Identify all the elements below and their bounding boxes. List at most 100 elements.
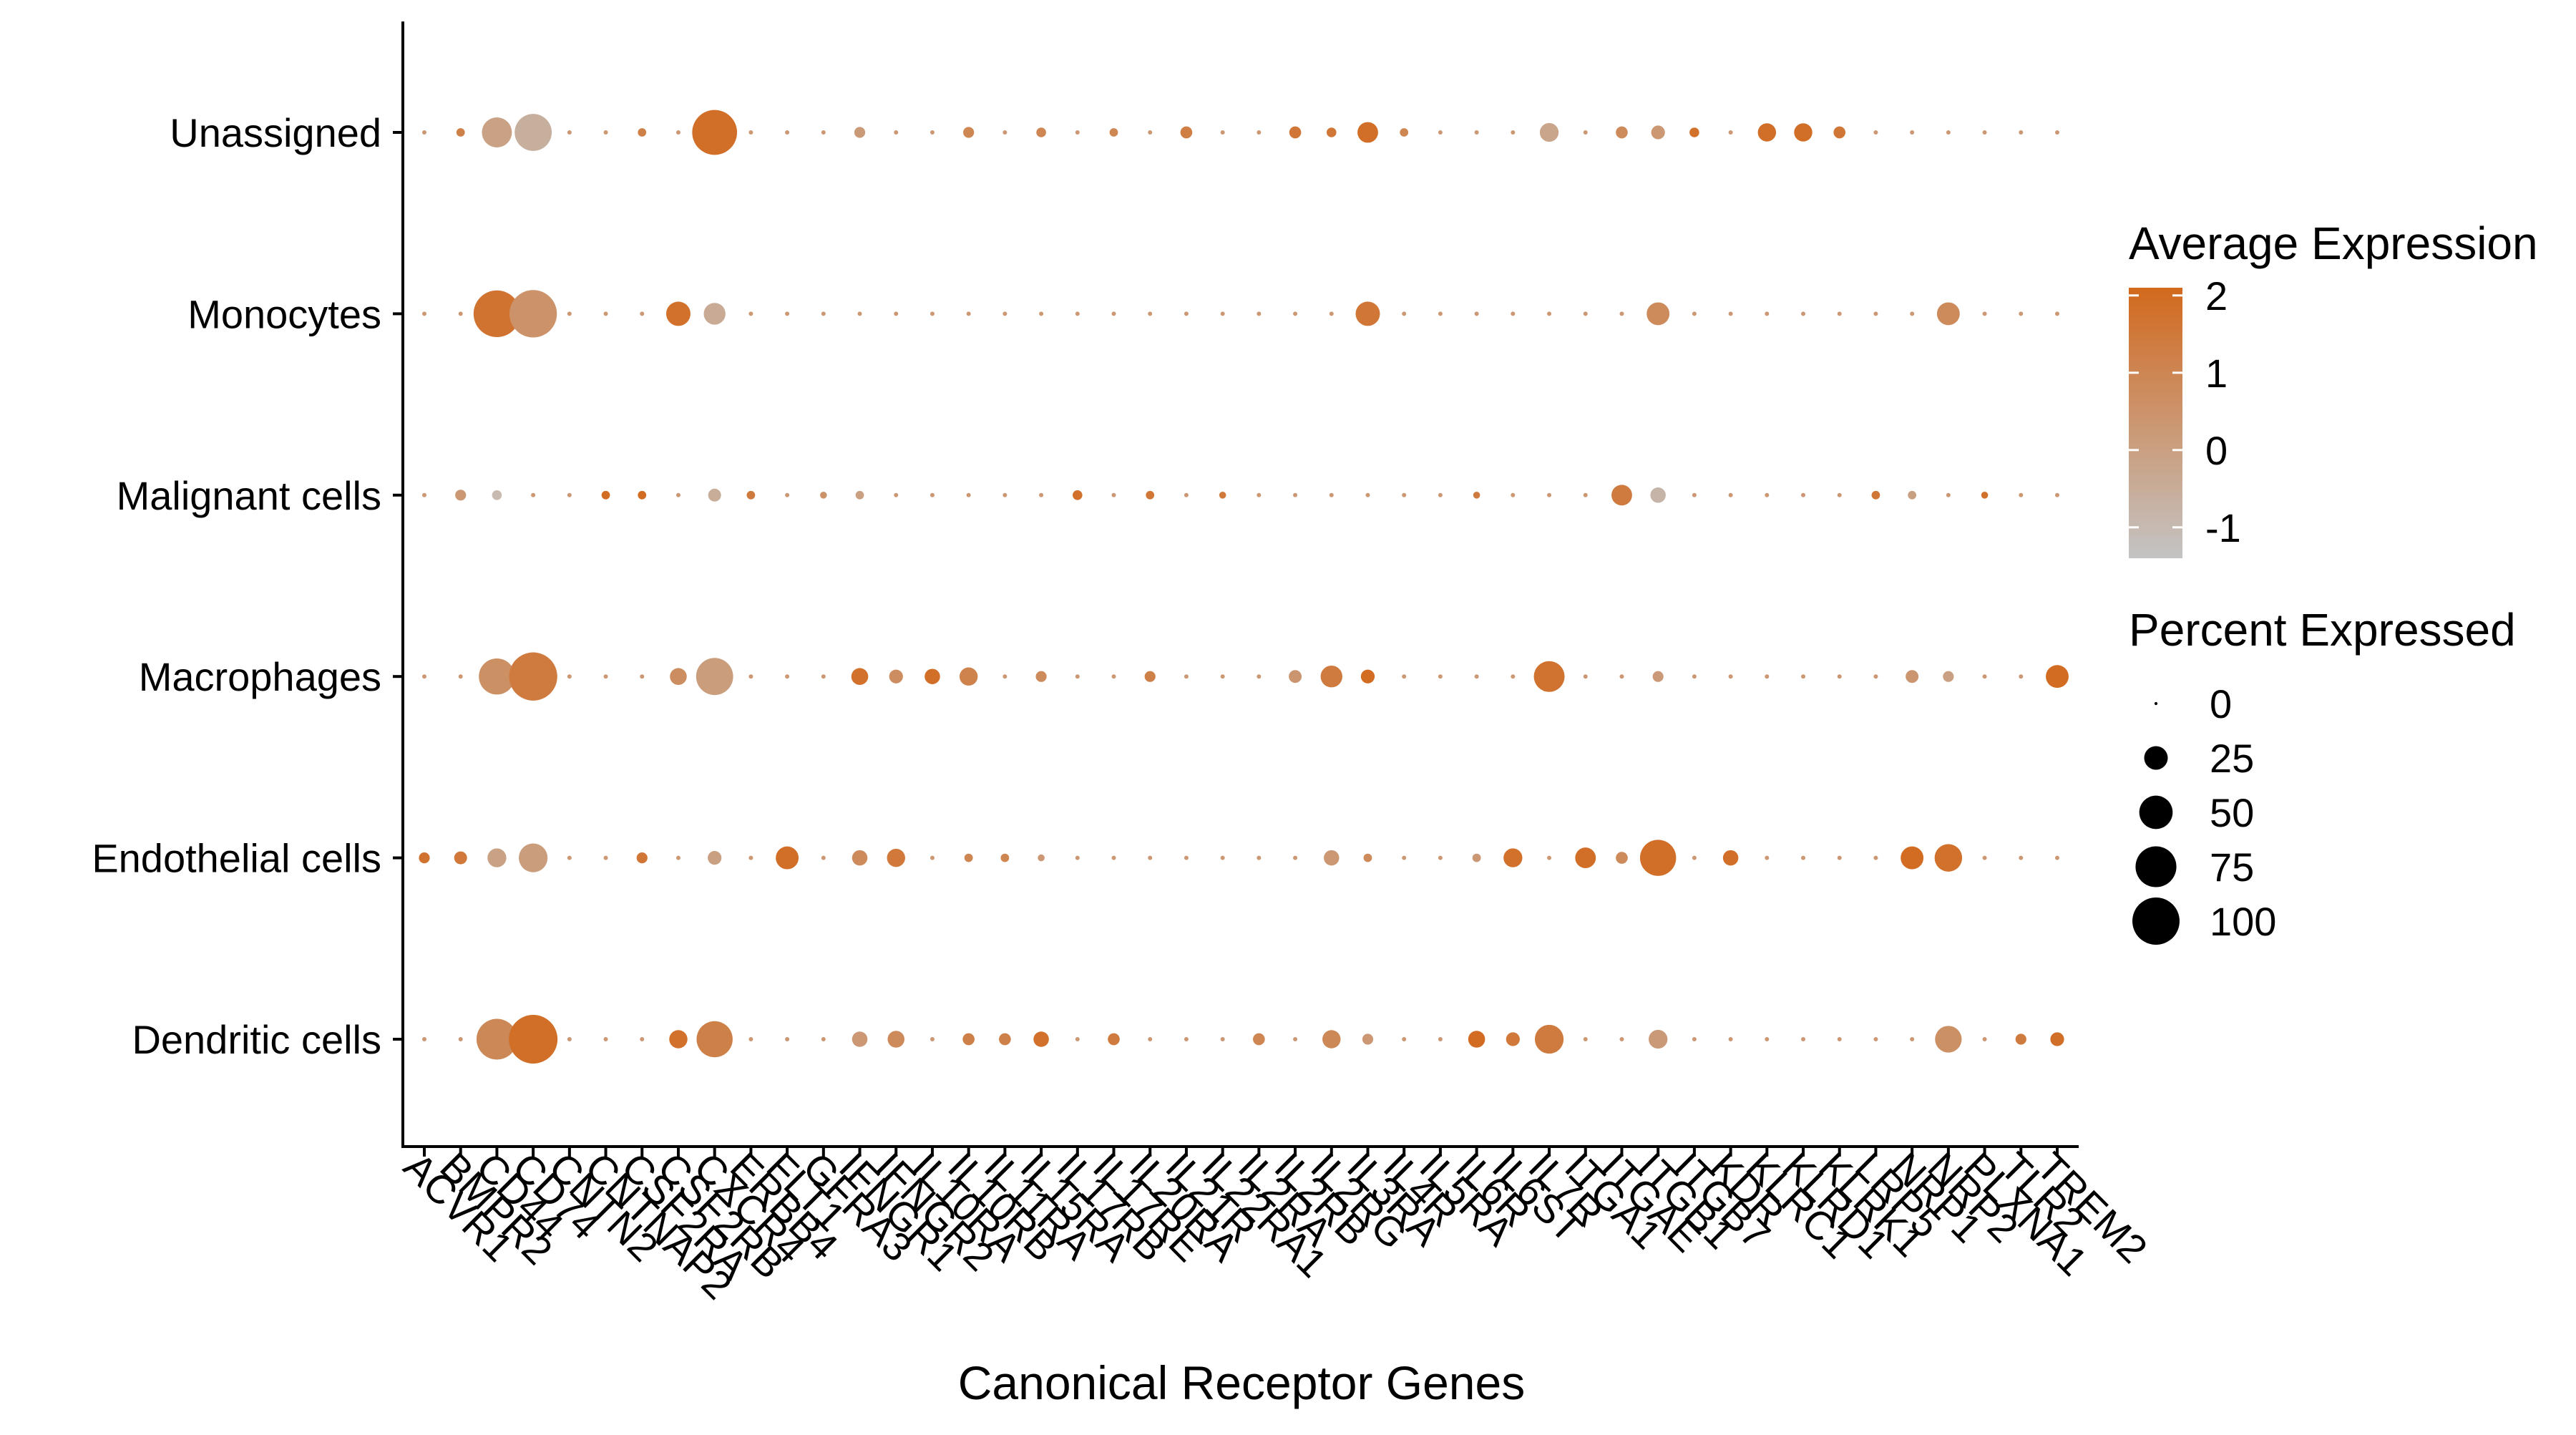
data-point: [603, 674, 608, 679]
data-point: [1539, 122, 1559, 142]
y-tick-label: Macrophages: [139, 654, 381, 699]
y-tick-label: Monocytes: [187, 291, 381, 336]
data-point: [1692, 1037, 1697, 1041]
data-point: [1474, 674, 1479, 679]
y-tick-label: Dendritic cells: [132, 1017, 381, 1062]
data-point: [1220, 674, 1225, 679]
data-point: [2019, 855, 2024, 860]
data-point: [1039, 492, 1044, 497]
data-point: [1148, 311, 1153, 316]
data-point: [603, 130, 608, 135]
data-point: [2019, 311, 2024, 316]
data-point: [1184, 674, 1189, 679]
data-point: [1184, 492, 1189, 497]
data-point: [422, 311, 426, 316]
data-point: [1910, 311, 1915, 316]
data-point: [1000, 853, 1010, 862]
data-point: [1253, 1033, 1265, 1046]
data-point: [785, 130, 790, 135]
data-point: [1511, 130, 1516, 135]
data-point: [458, 674, 463, 679]
data-point: [1293, 1037, 1298, 1041]
data-point: [1765, 311, 1770, 316]
data-point: [1220, 855, 1225, 860]
data-point: [894, 130, 899, 135]
data-point: [2019, 130, 2024, 135]
data-point: [1765, 674, 1770, 679]
data-point: [696, 658, 733, 696]
data-point: [1837, 674, 1842, 679]
data-point: [1765, 855, 1770, 860]
data-point: [785, 311, 790, 316]
data-point: [1075, 855, 1080, 860]
size-legend-dot: [2154, 701, 2158, 706]
data-point: [2015, 1033, 2026, 1045]
data-point: [776, 846, 799, 870]
data-point: [1002, 130, 1008, 135]
size-legend-label: 100: [2210, 899, 2276, 944]
data-point: [1837, 311, 1842, 316]
data-point: [1474, 311, 1479, 316]
data-point: [1111, 855, 1116, 860]
data-point: [1073, 490, 1083, 500]
data-point: [476, 1018, 517, 1060]
data-point: [636, 852, 648, 864]
data-point: [1547, 311, 1552, 316]
data-point: [419, 852, 430, 864]
data-point: [1111, 492, 1116, 497]
data-point: [748, 1037, 753, 1041]
data-point: [1506, 1032, 1520, 1046]
data-point: [567, 855, 572, 860]
data-point: [1400, 128, 1409, 137]
data-point: [2055, 855, 2059, 860]
data-point: [930, 855, 935, 860]
data-point: [1184, 1037, 1189, 1041]
data-point: [603, 311, 608, 316]
data-point: [1075, 311, 1080, 316]
data-point: [1765, 492, 1770, 497]
data-point: [1293, 311, 1298, 316]
data-point: [1873, 311, 1878, 316]
data-point: [1722, 850, 1739, 866]
data-point: [1689, 127, 1699, 137]
data-point: [1257, 492, 1262, 497]
data-point: [456, 128, 465, 137]
data-point: [1946, 492, 1951, 497]
data-point: [1326, 127, 1337, 137]
size-legend-label: 50: [2210, 790, 2254, 835]
data-point: [852, 850, 868, 866]
data-point: [675, 492, 680, 497]
y-tick-label: Malignant cells: [117, 473, 381, 518]
data-point: [2046, 665, 2069, 689]
data-point: [1402, 1037, 1407, 1041]
data-point: [1906, 670, 1919, 684]
data-point: [2019, 674, 2024, 679]
data-point: [1148, 855, 1153, 860]
data-point: [1692, 855, 1697, 860]
data-point: [1837, 855, 1842, 860]
data-point: [1982, 311, 1987, 316]
data-point: [1468, 1031, 1485, 1048]
data-point: [1474, 130, 1479, 135]
data-point: [675, 130, 680, 135]
data-point: [1583, 311, 1588, 316]
data-point: [567, 130, 572, 135]
size-legend-title: Percent Expressed: [2129, 604, 2516, 656]
data-point: [1293, 855, 1298, 860]
data-point: [1148, 1037, 1153, 1041]
data-point: [1837, 1037, 1842, 1041]
data-point: [821, 674, 826, 679]
data-point: [1616, 852, 1628, 864]
data-point: [1728, 674, 1733, 679]
data-point: [1324, 850, 1340, 866]
data-point: [930, 130, 935, 135]
data-point: [640, 311, 645, 316]
data-point: [894, 311, 899, 316]
data-point: [1908, 490, 1917, 500]
data-point: [1438, 492, 1443, 497]
data-point: [748, 674, 753, 679]
data-point: [1794, 123, 1813, 142]
data-point: [1002, 492, 1008, 497]
data-point: [1649, 1029, 1668, 1049]
